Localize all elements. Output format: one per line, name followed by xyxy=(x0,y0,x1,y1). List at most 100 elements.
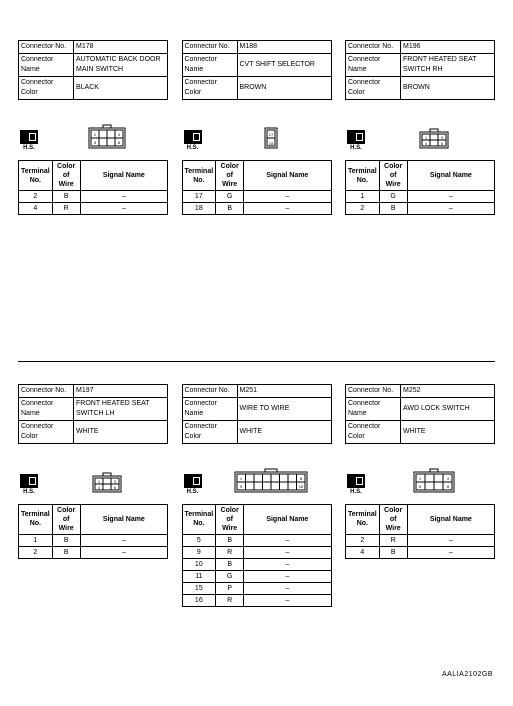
svg-text:18: 18 xyxy=(268,141,273,146)
svg-text:5: 5 xyxy=(419,484,422,489)
info-value: FRONT HEATED SEAT SWITCH RH xyxy=(401,54,495,77)
hs-badge: H.S. xyxy=(345,130,367,152)
pin-signal: – xyxy=(244,594,331,606)
pin-row: 5B– xyxy=(182,534,331,546)
info-label: Connector Name xyxy=(19,54,74,77)
col-terminal-no: Terminal No. xyxy=(19,161,53,191)
hs-icon xyxy=(347,474,365,488)
connector-drawing-row: H.S. 1 3 4 6 xyxy=(18,454,168,496)
info-label: Connector No. xyxy=(346,41,401,54)
pin-terminal: 5 xyxy=(182,534,216,546)
info-label: Connector Name xyxy=(182,397,237,420)
info-label: Connector No. xyxy=(182,384,237,397)
pin-signal: – xyxy=(80,191,167,203)
hs-label: H.S. xyxy=(187,489,199,496)
pin-signal: – xyxy=(407,534,494,546)
svg-text:1: 1 xyxy=(425,135,428,140)
connector-diagram: 1 4 5 8 xyxy=(46,122,168,152)
col-signal-name: Signal Name xyxy=(407,504,494,534)
col-signal-name: Signal Name xyxy=(244,161,331,191)
pin-color: G xyxy=(216,191,244,203)
pin-row: 2B– xyxy=(19,191,168,203)
connector-diagram: 17 18 xyxy=(210,124,332,152)
col-color-of-wire: Color ofWire xyxy=(379,504,407,534)
hs-label: H.S. xyxy=(23,145,35,152)
col-terminal-no: Terminal No. xyxy=(346,504,380,534)
pin-terminal: 10 xyxy=(182,558,216,570)
info-value: BLACK xyxy=(74,77,168,100)
pin-terminal: 11 xyxy=(182,570,216,582)
pin-terminal: 17 xyxy=(182,191,216,203)
connector-info-table: Connector No.M178Connector NameAUTOMATIC… xyxy=(18,40,168,100)
pin-color: B xyxy=(52,546,80,558)
info-label: Connector No. xyxy=(182,41,237,54)
page: Connector No.M178Connector NameAUTOMATIC… xyxy=(0,0,513,706)
connector-block: Connector No.M188Connector NameCVT SHIFT… xyxy=(182,40,332,343)
svg-text:3: 3 xyxy=(441,135,444,140)
connector-info-table: Connector No.M251Connector NameWIRE TO W… xyxy=(182,384,332,444)
svg-text:4: 4 xyxy=(118,132,121,137)
pin-color: R xyxy=(379,534,407,546)
pin-row: 4R– xyxy=(19,203,168,215)
info-value: CVT SHIFT SELECTOR xyxy=(237,54,331,77)
svg-text:8: 8 xyxy=(118,140,121,145)
pin-row: 16R– xyxy=(182,594,331,606)
pin-terminal: 15 xyxy=(182,582,216,594)
pin-table: Terminal No.Color ofWireSignal Name1G–2B… xyxy=(345,160,495,215)
connector-info-table: Connector No.M196Connector NameFRONT HEA… xyxy=(345,40,495,100)
pin-terminal: 1 xyxy=(346,191,380,203)
hs-label: H.S. xyxy=(23,489,35,496)
pin-terminal: 4 xyxy=(19,203,53,215)
pin-color: B xyxy=(379,546,407,558)
hs-badge: H.S. xyxy=(345,474,367,496)
info-label: Connector Color xyxy=(346,420,401,443)
col-color-of-wire: Color ofWire xyxy=(379,161,407,191)
col-signal-name: Signal Name xyxy=(80,504,167,534)
connector-diagram: 1 3 4 6 xyxy=(373,126,495,152)
pin-table: Terminal No.Color ofWireSignal Name2B–4R… xyxy=(18,160,168,215)
svg-text:6: 6 xyxy=(441,141,444,146)
pin-row: 10B– xyxy=(182,558,331,570)
top-row: Connector No.M178Connector NameAUTOMATIC… xyxy=(18,40,495,343)
svg-text:1: 1 xyxy=(419,476,422,481)
hs-label: H.S. xyxy=(187,145,199,152)
info-value: FRONT HEATED SEAT SWITCH LH xyxy=(74,397,168,420)
svg-text:6: 6 xyxy=(114,485,117,490)
info-value: M178 xyxy=(74,41,168,54)
pin-color: B xyxy=(216,203,244,215)
connector-info-table: Connector No.M252Connector NameAWD LOCK … xyxy=(345,384,495,444)
connector-drawing-row: H.S. 17 18 xyxy=(182,110,332,152)
pin-color: P xyxy=(216,582,244,594)
hs-icon xyxy=(20,130,38,144)
info-label: Connector Name xyxy=(19,397,74,420)
pin-row: 15P– xyxy=(182,582,331,594)
pin-table: Terminal No.Color ofWireSignal Name5B–9R… xyxy=(182,504,332,607)
pin-signal: – xyxy=(80,534,167,546)
pin-signal: – xyxy=(244,191,331,203)
svg-text:3: 3 xyxy=(114,479,117,484)
pin-terminal: 2 xyxy=(346,203,380,215)
pin-color: R xyxy=(216,594,244,606)
hs-badge: H.S. xyxy=(18,474,40,496)
info-value: M252 xyxy=(401,384,495,397)
col-terminal-no: Terminal No. xyxy=(346,161,380,191)
connector-drawing-row: H.S. 1 3 4 6 xyxy=(345,110,495,152)
info-label: Connector Color xyxy=(346,77,401,100)
info-label: Connector Color xyxy=(19,77,74,100)
hs-badge: H.S. xyxy=(18,130,40,152)
pin-color: G xyxy=(379,191,407,203)
svg-text:4: 4 xyxy=(425,141,428,146)
pin-signal: – xyxy=(244,203,331,215)
pin-terminal: 1 xyxy=(19,534,53,546)
footer-code: AALIA2102GB xyxy=(442,671,493,678)
pin-terminal: 2 xyxy=(346,534,380,546)
pin-row: 1B– xyxy=(19,534,168,546)
connector-diagram: 1 8 9 16 xyxy=(210,466,332,496)
connector-block: Connector No.M178Connector NameAUTOMATIC… xyxy=(18,40,168,343)
pin-row: 11G– xyxy=(182,570,331,582)
info-value: BROWN xyxy=(401,77,495,100)
info-label: Connector No. xyxy=(346,384,401,397)
info-value: WHITE xyxy=(74,420,168,443)
connector-info-table: Connector No.M197Connector NameFRONT HEA… xyxy=(18,384,168,444)
info-label: Connector Name xyxy=(182,54,237,77)
